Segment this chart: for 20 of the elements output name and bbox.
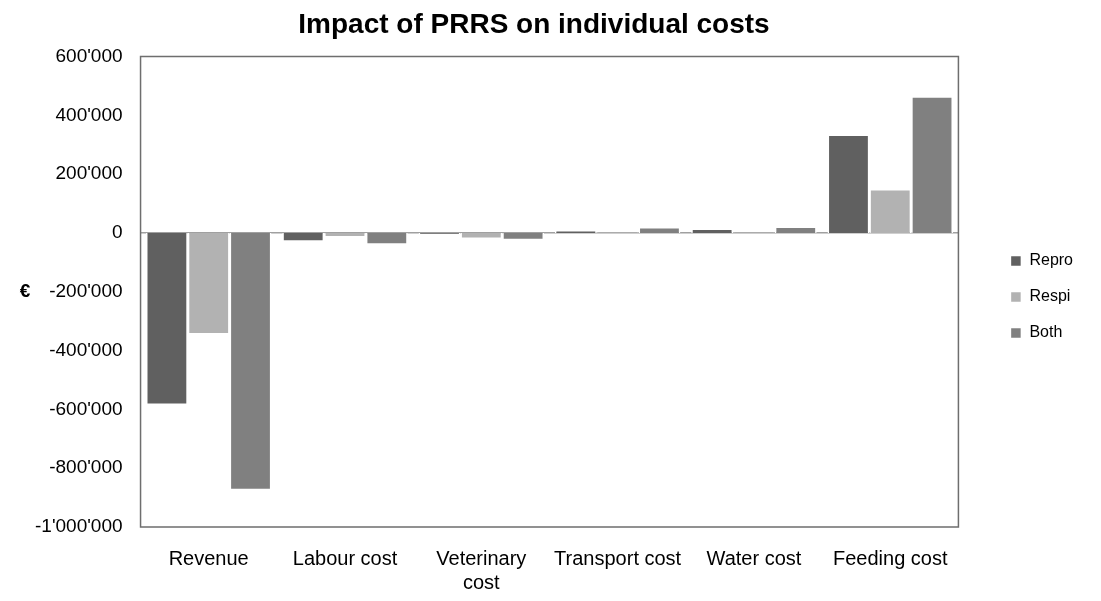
y-tick-label: -600'000 [49, 397, 123, 419]
x-tick-label: Feeding cost [833, 546, 948, 569]
chart-title: Impact of PRRS on individual costs [298, 7, 770, 39]
x-tick-label: Transport cost [554, 546, 682, 569]
y-tick-label: 200'000 [55, 162, 123, 184]
y-tick-label: -800'000 [49, 456, 123, 478]
y-tick-label: -1'000'000 [34, 515, 123, 537]
x-tick-label: Water cost [706, 546, 802, 569]
y-tick-label: 600'000 [55, 44, 123, 66]
legend-label: Respi [1029, 287, 1071, 305]
x-tick-label: Revenue [168, 546, 249, 569]
x-tick-label: Labour cost [292, 546, 398, 569]
y-tick-label: 400'000 [55, 103, 123, 125]
y-tick-label: -200'000 [49, 280, 123, 302]
y-tick-label: -400'000 [49, 338, 123, 360]
x-tick-label: Veterinary cost [436, 546, 527, 593]
legend-label: Repro [1029, 251, 1074, 269]
y-axis-title: € [19, 280, 31, 302]
legend-label: Both [1029, 323, 1063, 341]
y-tick-label: 0 [111, 221, 123, 243]
